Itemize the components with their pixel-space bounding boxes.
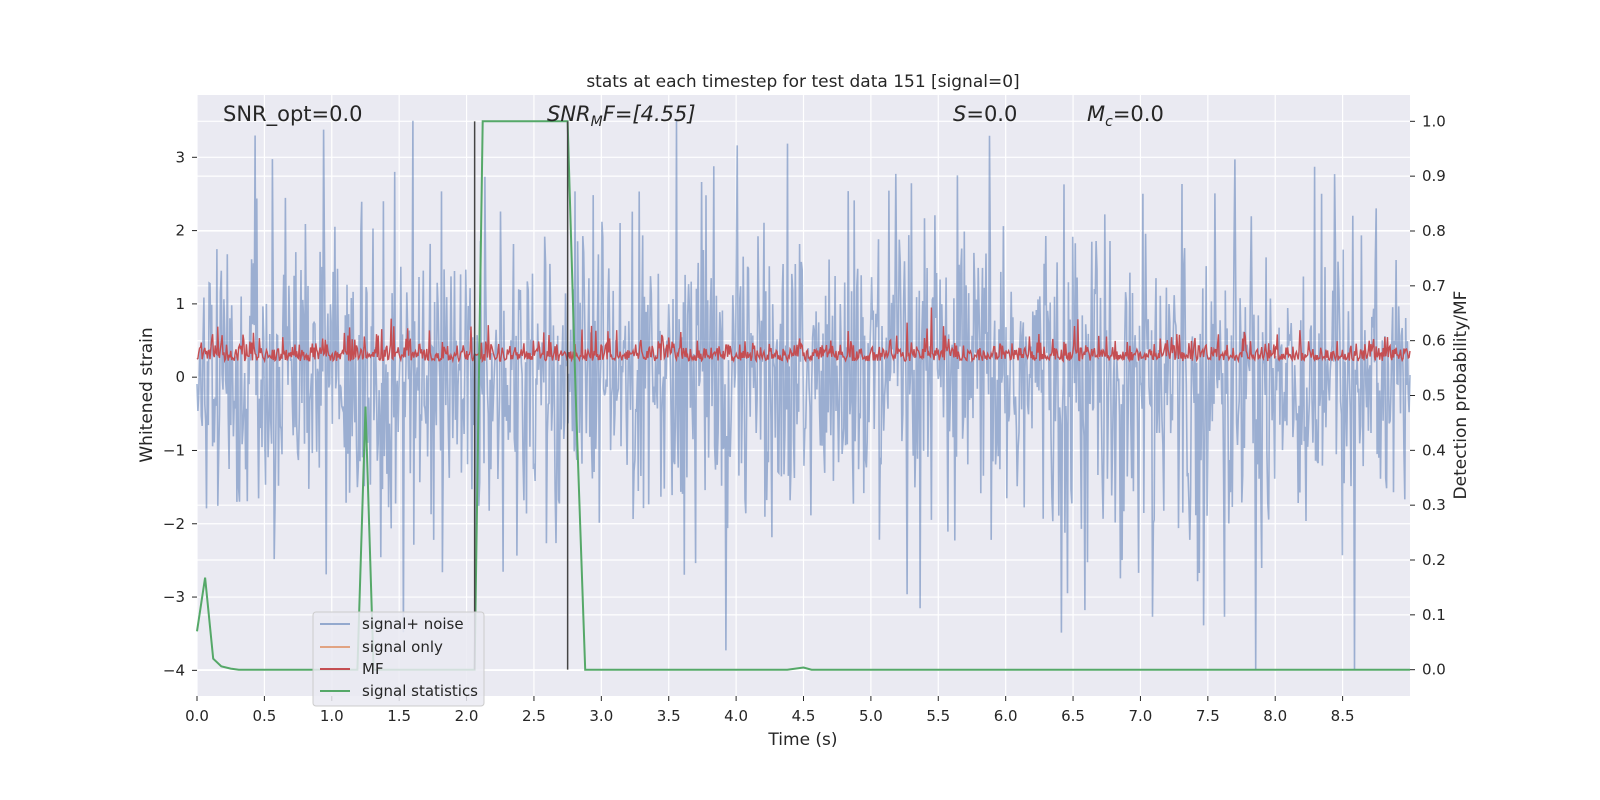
x-tick-label: 1.5: [387, 707, 411, 725]
legend-label-mf: MF: [362, 660, 384, 678]
y2-tick-label: 0.7: [1422, 277, 1446, 295]
legend-label-noise: signal+ noise: [362, 615, 464, 633]
y-tick-label: 0: [175, 368, 185, 386]
y-tick-label: 1: [175, 295, 185, 313]
y2-axis-label: Detection probability/MF: [1451, 291, 1471, 500]
x-tick-label: 5.0: [859, 707, 883, 725]
legend: signal+ noise signal only MF signal stat…: [312, 611, 485, 707]
y-tick-label: −1: [163, 441, 185, 459]
y-tick-label: 3: [175, 148, 185, 166]
y2-tick-label: 0.0: [1422, 661, 1446, 679]
annotation-snr-opt: SNR_opt=0.0: [223, 102, 363, 127]
legend-label-signal-only: signal only: [362, 638, 443, 656]
y-tick-label: −3: [163, 588, 185, 606]
x-tick-label: 7.5: [1196, 707, 1220, 725]
y2-tick-label: 0.2: [1422, 551, 1446, 569]
x-tick-label: 3.5: [657, 707, 681, 725]
legend-box: [312, 611, 485, 707]
y2-tick-label: 0.5: [1422, 387, 1446, 405]
y-axis-label: Whitened strain: [137, 327, 157, 462]
series-signal-noise: [196, 120, 1411, 671]
y2-tick-label: 0.8: [1422, 222, 1446, 240]
y-tick-label: −2: [163, 515, 185, 533]
x-tick-label: 6.5: [1061, 707, 1085, 725]
x-tick-label: 7.0: [1129, 707, 1153, 725]
x-tick-label: 8.5: [1331, 707, 1355, 725]
vertical-markers: [473, 121, 569, 670]
x-tick-label: 0.0: [185, 707, 209, 725]
annotation-s: S=0.0: [953, 102, 1017, 126]
y-tick-label: −4: [163, 661, 185, 679]
x-axis: 0.0 0.5 1.0 1.5 2.0 2.5 3.0 3.5 4.0 4.5 5.0 5.5 6.0 6…: [185, 696, 1355, 725]
y2-tick-label: 1.0: [1422, 112, 1446, 130]
noise-line: [196, 120, 1411, 671]
y-axis-right: 1.0 0.9 0.8 0.7 0.6 0.5 0.4 0.3 0.2 0.1 0.0: [1410, 112, 1446, 679]
x-tick-label: 3.0: [589, 707, 613, 725]
x-tick-label: 5.5: [926, 707, 950, 725]
legend-label-stats: signal statistics: [362, 682, 478, 700]
x-axis-label: Time (s): [767, 730, 837, 750]
x-tick-label: 4.0: [724, 707, 748, 725]
x-tick-label: 2.0: [455, 707, 479, 725]
x-tick-label: 4.5: [792, 707, 816, 725]
x-tick-label: 2.5: [522, 707, 546, 725]
y2-tick-label: 0.3: [1422, 496, 1446, 514]
x-tick-label: 6.0: [994, 707, 1018, 725]
annotation-mc: Mc=0.0: [1087, 102, 1164, 130]
y2-tick-label: 0.1: [1422, 606, 1446, 624]
mf-line: [196, 307, 1411, 364]
x-tick-label: 0.5: [252, 707, 276, 725]
y2-tick-label: 0.9: [1422, 167, 1446, 185]
y-axis-left: 3 2 1 0 −1 −2 −3 −4: [163, 148, 197, 679]
annotation-snr-mf: SNRMF=[4.55]: [547, 102, 696, 130]
x-tick-label: 1.0: [320, 707, 344, 725]
chart-title: stats at each timestep for test data 151…: [586, 72, 1019, 92]
series-mf: [196, 307, 1411, 364]
y2-tick-label: 0.6: [1422, 332, 1446, 350]
y2-tick-label: 0.4: [1422, 441, 1446, 459]
x-tick-label: 8.0: [1263, 707, 1287, 725]
y-tick-label: 2: [175, 222, 185, 240]
